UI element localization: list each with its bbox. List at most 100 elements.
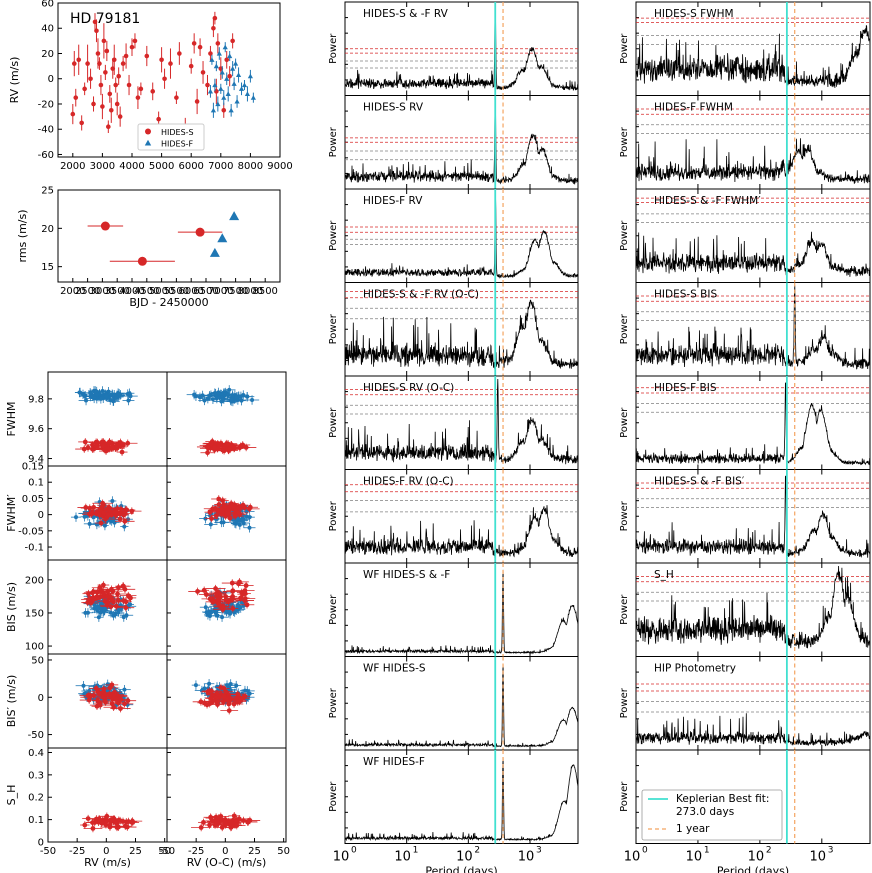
periodogram-panel: Power HIDES-S FWHM xyxy=(619,1,871,96)
data-point xyxy=(120,61,126,66)
data-point xyxy=(221,107,227,113)
data-point xyxy=(94,443,99,449)
data-point xyxy=(217,233,228,243)
data-point xyxy=(97,512,102,518)
data-point xyxy=(221,95,227,100)
data-point xyxy=(209,57,215,62)
data-point xyxy=(219,69,225,75)
data-point xyxy=(114,101,120,107)
data-point xyxy=(93,685,99,691)
data-point xyxy=(123,605,129,611)
panel-title: HIDES-S BIS xyxy=(654,289,717,301)
periodogram-panel: Power WF HIDES-S & -F xyxy=(328,562,579,657)
data-point xyxy=(122,687,127,692)
y-axis-label: FWHM xyxy=(5,402,18,437)
y-tick-label: 0.2 xyxy=(28,793,44,804)
power-trace xyxy=(344,4,579,91)
data-point xyxy=(243,583,249,588)
data-point xyxy=(162,76,167,82)
data-point xyxy=(235,72,242,78)
y-axis-label: Power xyxy=(619,220,630,251)
x-tick-exponent: 2 xyxy=(474,846,480,856)
y-tick-label: 40 xyxy=(41,24,54,35)
plot-frame xyxy=(57,189,281,283)
data-point xyxy=(113,696,118,702)
y-axis-label: Power xyxy=(328,781,339,812)
y-tick-label: 50 xyxy=(31,655,44,666)
data-point xyxy=(231,813,237,819)
data-point xyxy=(113,82,119,88)
data-point xyxy=(82,822,88,828)
y-tick-label: 0 xyxy=(38,510,44,521)
panel-title: HIDES-S RV (O-C) xyxy=(363,382,454,394)
data-point xyxy=(125,440,131,446)
panel-title: HIDES-S & -F RV xyxy=(363,8,449,20)
data-point xyxy=(132,38,138,44)
data-point xyxy=(195,589,200,594)
x-tick-label: 5000 xyxy=(149,286,174,297)
data-point xyxy=(104,813,110,819)
y-axis-label: Power xyxy=(328,407,339,438)
data-point xyxy=(100,694,106,700)
data-point xyxy=(230,589,236,594)
y-axis-label: Power xyxy=(619,126,630,157)
x-tick-label: 2000 xyxy=(60,161,85,172)
data-point xyxy=(100,221,110,231)
data-point xyxy=(227,73,232,79)
y-tick-label: 0.3 xyxy=(28,770,44,781)
x-tick-label: 7000 xyxy=(208,161,233,172)
y-tick-label: 9.6 xyxy=(28,424,44,435)
data-point xyxy=(212,82,218,88)
power-trace xyxy=(344,664,579,748)
data-point xyxy=(226,699,232,705)
data-point xyxy=(82,439,88,445)
x-axis-label: Period (days) xyxy=(717,865,789,873)
activity-correlations-panel: 9.4 9.6 9.8 FWHM -0.1 -0.05 0 0.05 0.1 0.15 FWHM′ 1… xyxy=(5,371,290,869)
y-tick-label: -60 xyxy=(38,150,54,161)
data-point xyxy=(137,256,147,266)
panel-title: HIDES-S FWHM xyxy=(654,8,734,20)
data-point xyxy=(122,524,127,529)
data-point xyxy=(193,683,198,688)
data-point xyxy=(234,394,239,399)
rv-legend: HIDES-S HIDES-F xyxy=(137,123,205,151)
data-point xyxy=(215,101,221,107)
x-tick-exponent: 2 xyxy=(766,846,772,856)
y-axis-label: Power xyxy=(619,594,630,625)
data-point xyxy=(216,390,221,395)
data-point xyxy=(87,505,93,511)
rms-panel: 2000250030003500400045005000550060006500… xyxy=(16,186,281,309)
data-point xyxy=(105,589,111,595)
data-point xyxy=(85,816,91,822)
data-point xyxy=(222,820,228,825)
power-trace xyxy=(344,101,579,185)
data-point xyxy=(103,70,108,75)
periodogram-panel: Power xyxy=(619,749,871,844)
x-tick-label: 9000 xyxy=(267,161,292,172)
data-point xyxy=(94,28,99,34)
data-point xyxy=(177,51,182,56)
data-point xyxy=(121,583,126,589)
data-point xyxy=(216,601,222,607)
data-point xyxy=(117,516,123,522)
data-point xyxy=(220,615,225,620)
data-point xyxy=(82,86,87,92)
periodogram-panel: Power HIP Photometry xyxy=(619,656,871,751)
periodogram-panel: Power WF HIDES-F xyxy=(328,749,579,844)
panel-title: HIDES-F RV (O-C) xyxy=(363,476,454,488)
data-point xyxy=(120,818,126,824)
data-point xyxy=(241,82,248,88)
data-point xyxy=(247,515,252,520)
data-point xyxy=(234,683,239,688)
y-axis-label: Power xyxy=(619,687,630,718)
periodogram-panel: Power HIDES-F BIS xyxy=(619,375,871,470)
data-point xyxy=(108,604,114,609)
y-tick-label: 20 xyxy=(41,224,54,235)
y-axis-label: BIS′ (m/s) xyxy=(5,675,18,728)
data-point xyxy=(240,502,246,508)
data-point xyxy=(236,505,242,511)
y-axis-label: Power xyxy=(619,500,630,531)
panel-title: HIP Photometry xyxy=(654,663,736,675)
x-tick-label: 10 xyxy=(810,850,827,865)
y-tick-label: 150 xyxy=(25,608,44,619)
